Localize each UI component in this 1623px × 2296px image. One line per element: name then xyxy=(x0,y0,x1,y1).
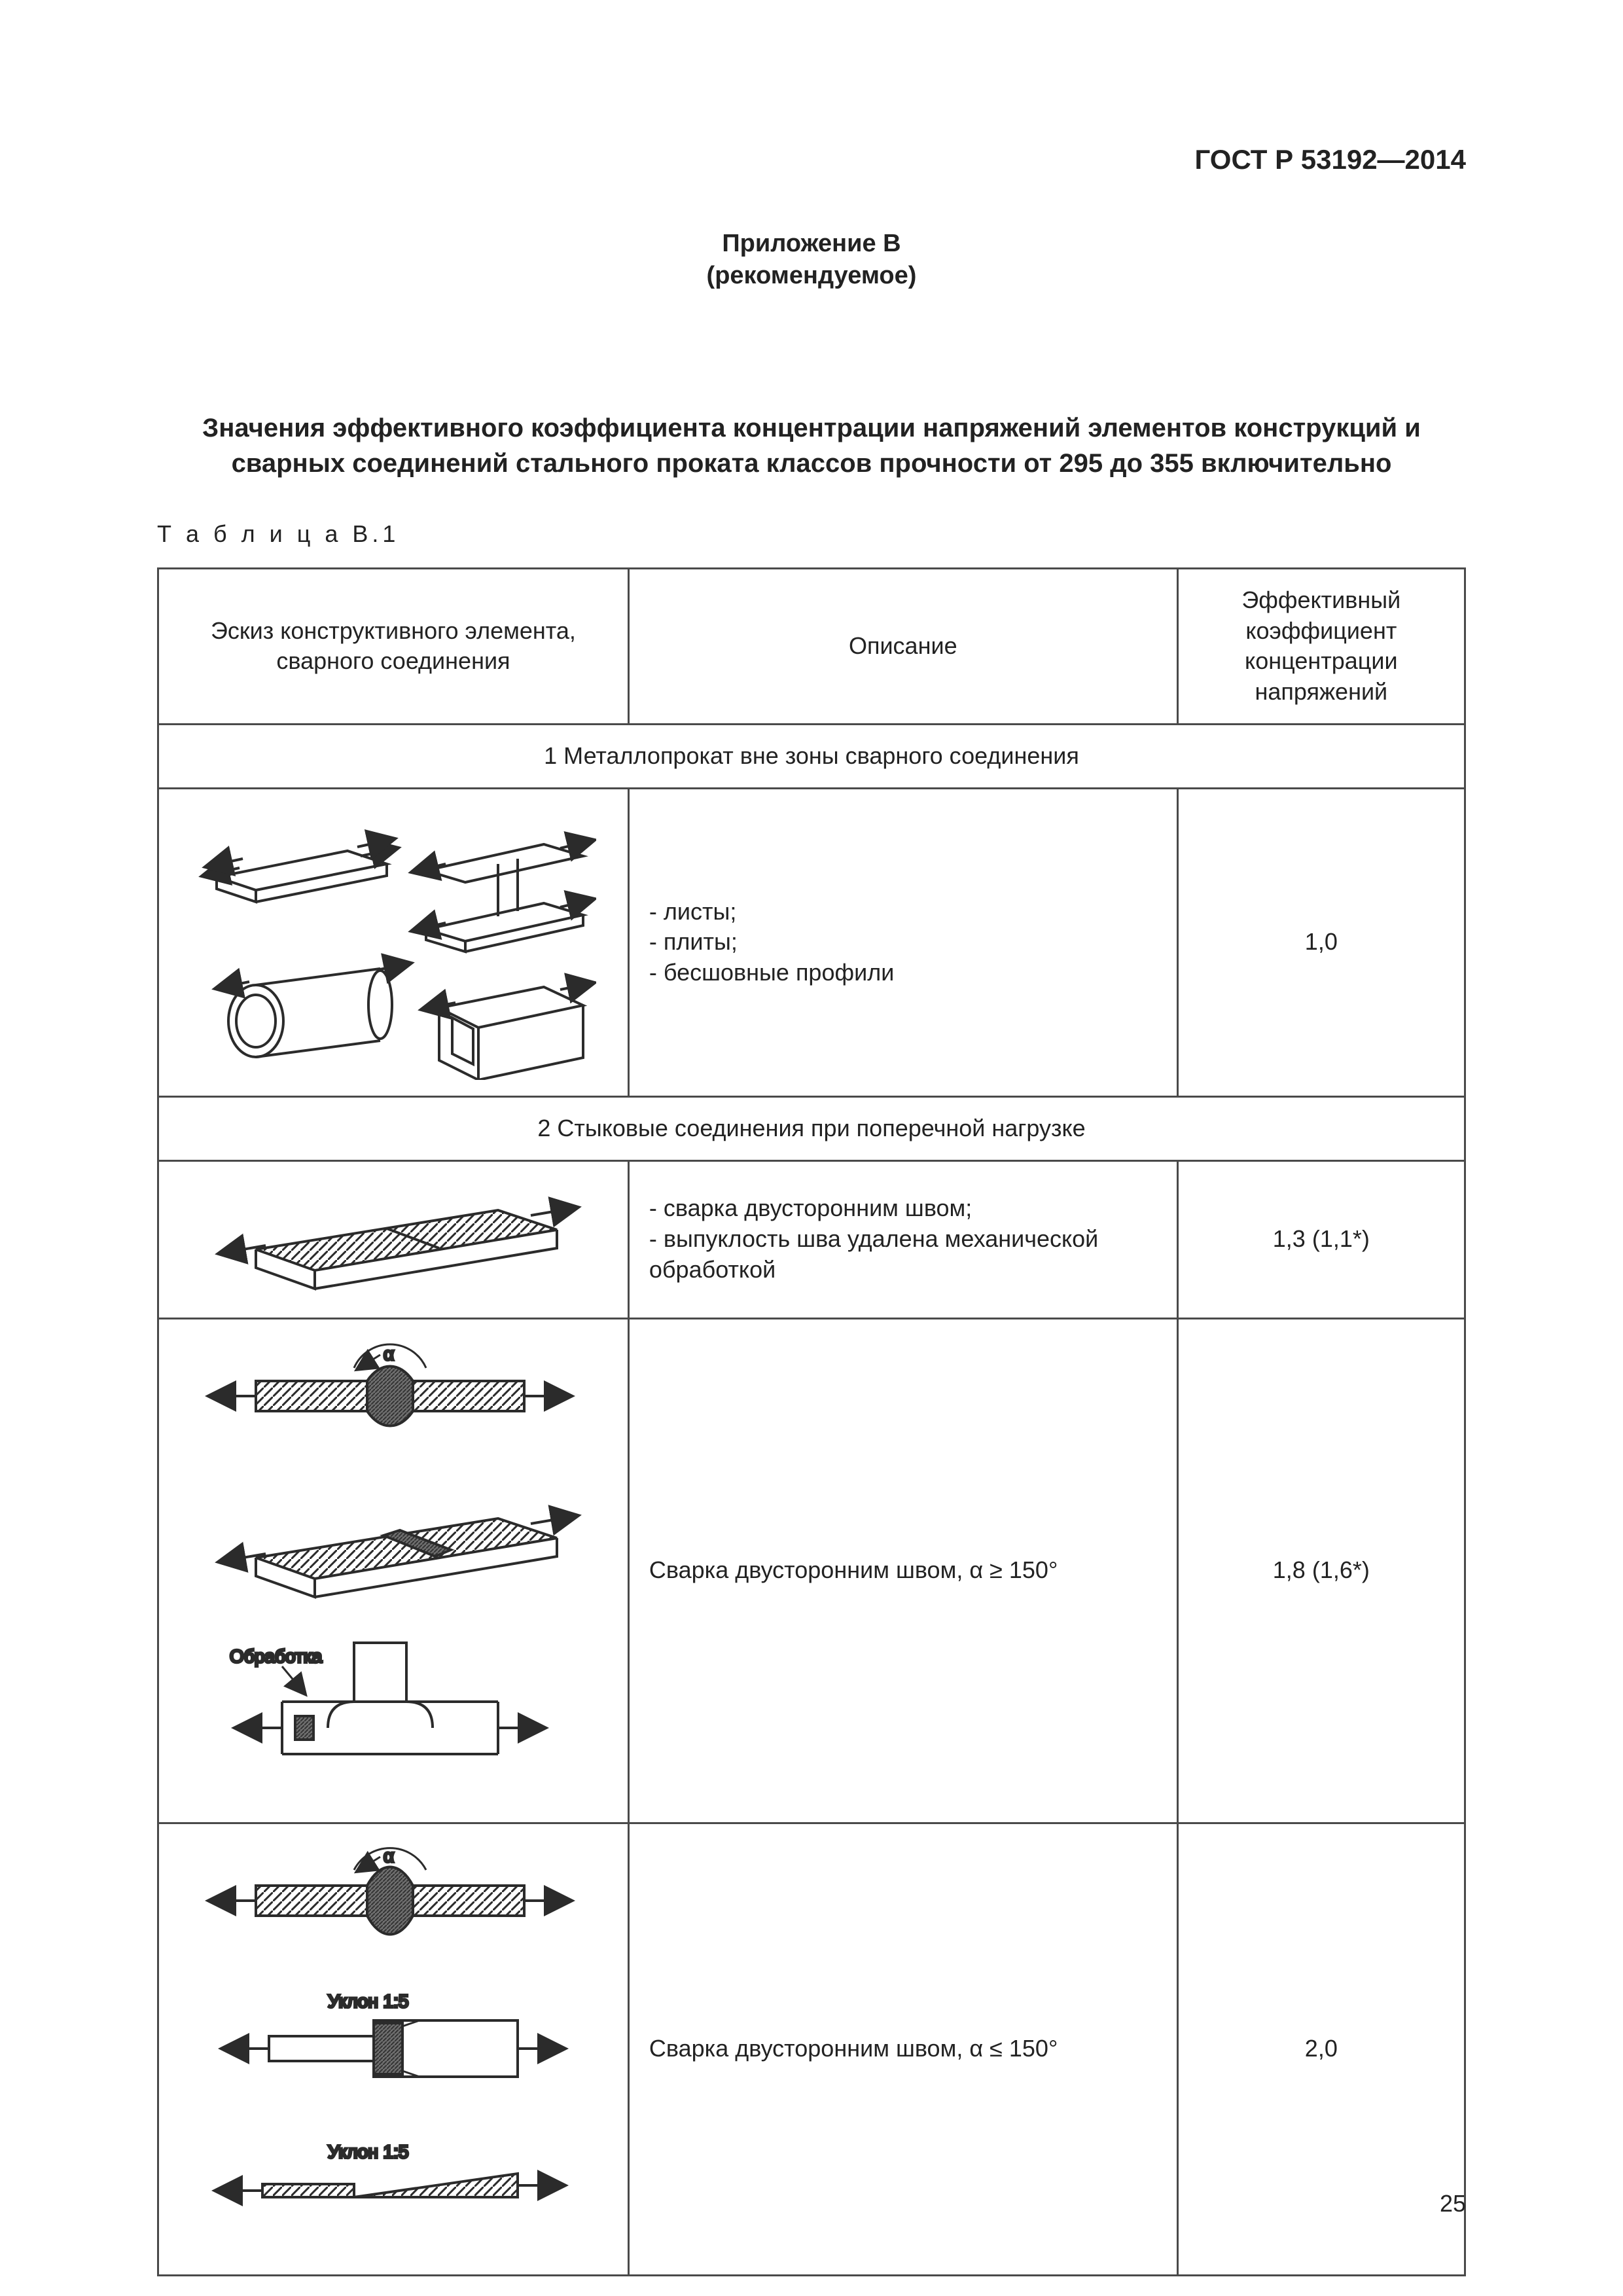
section-2-row: 2 Стыковые соединения при поперечной наг… xyxy=(158,1096,1465,1160)
row-1: - листы; - плиты; - бесшовные профили 1,… xyxy=(158,788,1465,1096)
butt-weld-alpha-le150-icon: α Уклон 1:5 xyxy=(190,1840,596,2259)
annex-title: Приложение В (рекомендуемое) xyxy=(157,228,1466,293)
col-sketch-header: Эскиз конструктивного элемента, сварного… xyxy=(158,568,629,724)
section-title: Значения эффективного коэффициента конце… xyxy=(157,410,1466,481)
section-1-row: 1 Металлопрокат вне зоны сварного соедин… xyxy=(158,724,1465,788)
col-desc-header: Описание xyxy=(628,568,1177,724)
main-table: Эскиз конструктивного элемента, сварного… xyxy=(157,567,1466,2276)
uklon-label-1: Уклон 1:5 xyxy=(328,1991,408,2011)
annex-line-2: (рекомендуемое) xyxy=(707,262,917,289)
row-1-desc: - листы; - плиты; - бесшовные профили xyxy=(628,788,1177,1096)
table-label: Т а б л и ц а В.1 xyxy=(157,520,1466,548)
row-1-sketch xyxy=(158,788,629,1096)
row-2-desc: - сварка двусторонним швом; - выпуклость… xyxy=(628,1160,1177,1318)
col-coef-header: Эффективный коэффициент концент­рации на… xyxy=(1177,568,1465,724)
row-4-desc: Сварка двусторонним швом, α ≤ 150° xyxy=(628,1823,1177,2275)
row-2: - сварка двусторонним швом; - выпуклость… xyxy=(158,1160,1465,1318)
butt-weld-alpha-ge150-icon: α xyxy=(190,1335,596,1806)
row-4-sketch: α Уклон 1:5 xyxy=(158,1823,629,2275)
row-1-coef: 1,0 xyxy=(1177,788,1465,1096)
page: ГОСТ Р 53192—2014 Приложение В (рекоменд… xyxy=(0,0,1623,2296)
page-number: 25 xyxy=(1440,2190,1466,2217)
row-4: α Уклон 1:5 xyxy=(158,1823,1465,2275)
uklon-label-2: Уклон 1:5 xyxy=(328,2142,408,2162)
row-3-sketch: α xyxy=(158,1318,629,1823)
obrabotka-label: Обработка xyxy=(230,1646,323,1666)
profiles-sketch-icon xyxy=(190,805,596,1080)
alpha-label-2: α xyxy=(383,1846,394,1866)
row-3-coef: 1,8 (1,6*) xyxy=(1177,1318,1465,1823)
row-4-coef: 2,0 xyxy=(1177,1823,1465,2275)
section-2-title: 2 Стыковые соединения при поперечной наг… xyxy=(158,1096,1465,1160)
alpha-label: α xyxy=(383,1344,394,1364)
row-2-sketch xyxy=(158,1160,629,1318)
row-3: α xyxy=(158,1318,1465,1823)
annex-line-1: Приложение В xyxy=(722,230,901,257)
row-3-desc: Сварка двусторонним швом, α ≥ 150° xyxy=(628,1318,1177,1823)
row-2-coef: 1,3 (1,1*) xyxy=(1177,1160,1465,1318)
table-header-row: Эскиз конструктивного элемента, сварного… xyxy=(158,568,1465,724)
section-1-title: 1 Металлопрокат вне зоны сварного соедин… xyxy=(158,724,1465,788)
document-code: ГОСТ Р 53192—2014 xyxy=(157,144,1466,175)
butt-weld-flush-icon xyxy=(190,1177,596,1302)
